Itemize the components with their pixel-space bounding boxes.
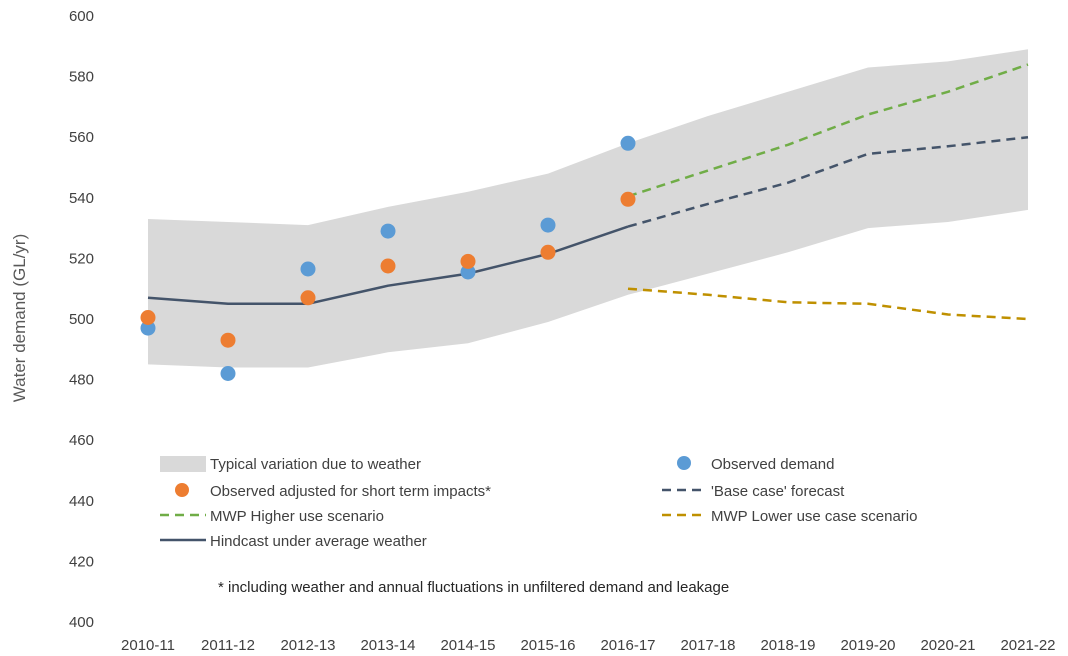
y-axis-title: Water demand (GL/yr) (10, 234, 29, 402)
series-line-mwp-higher-use-scenario (627, 63, 1029, 198)
legend-label-hindcast: Hindcast under average weather (210, 533, 427, 550)
y-tick-label-460: 460 (69, 432, 94, 449)
y-tick-label-520: 520 (69, 250, 94, 267)
point-observed-adjusted-for-short-term-impacts-2011-12 (220, 332, 236, 348)
legend-label-observed: Observed demand (711, 456, 834, 473)
chart-footnote: * including weather and annual fluctuati… (218, 579, 729, 596)
point-observed-demand-2014-15 (460, 264, 476, 280)
point-observed-demand-2010-11 (140, 320, 156, 336)
weather-variation-band-layer (148, 49, 1028, 368)
weather-variation-band (148, 49, 1028, 368)
point-observed-adjusted-for-short-term-impacts-2013-14 (380, 258, 396, 274)
legend-marker-observed (677, 456, 691, 470)
legend-label-base-case: 'Base case' forecast (711, 483, 845, 500)
legend-label-adjusted: Observed adjusted for short term impacts… (210, 483, 491, 500)
point-observed-adjusted-for-short-term-impacts-2016-17 (620, 191, 636, 207)
x-tick-label-2015-16: 2015-16 (520, 637, 575, 654)
series-line-mwp-lower-use-case-scenario (627, 287, 1029, 321)
series-points-layer (140, 135, 636, 381)
point-observed-adjusted-for-short-term-impacts-2010-11 (140, 310, 156, 325)
legend-item-higher: MWP Higher use scenario (160, 508, 384, 525)
legend-label-higher: MWP Higher use scenario (210, 508, 384, 525)
legend-label-band: Typical variation due to weather (210, 456, 421, 473)
legend-item-band: Typical variation due to weather (160, 456, 421, 473)
legend-swatch-band (160, 456, 206, 472)
legend: Typical variation due to weather Observe… (160, 456, 917, 550)
point-observed-adjusted-for-short-term-impacts-2015-16 (540, 244, 556, 260)
x-tick-label-2012-13: 2012-13 (280, 637, 335, 654)
point-observed-demand-2016-17 (620, 135, 636, 151)
y-tick-label-480: 480 (69, 372, 94, 389)
point-observed-demand-2011-12 (220, 366, 236, 381)
point-observed-demand-2012-13 (300, 261, 316, 277)
point-observed-adjusted-for-short-term-impacts-2014-15 (460, 253, 476, 269)
y-tick-label-580: 580 (69, 69, 94, 86)
x-tick-label-2011-12: 2011-12 (201, 637, 255, 654)
x-tick-label-2021-22: 2021-22 (1000, 637, 1055, 654)
y-axis: 400 420 440 460 480 500 520 540 560 580 600 (69, 8, 94, 631)
y-tick-label-440: 440 (69, 493, 94, 510)
legend-marker-adjusted (175, 483, 189, 497)
y-tick-label-420: 420 (69, 553, 94, 570)
y-tick-label-560: 560 (69, 129, 94, 146)
point-observed-demand-2015-16 (540, 217, 556, 233)
x-tick-label-2020-21: 2020-21 (920, 637, 975, 654)
y-tick-label-540: 540 (69, 190, 94, 207)
legend-item-hindcast: Hindcast under average weather (160, 533, 427, 550)
x-tick-label-2016-17: 2016-17 (600, 637, 655, 654)
legend-item-adjusted: Observed adjusted for short term impacts… (175, 483, 491, 500)
y-tick-label-400: 400 (69, 614, 94, 631)
y-tick-label-600: 600 (69, 8, 94, 25)
y-tick-label-500: 500 (69, 311, 94, 328)
x-tick-label-2010-11: 2010-11 (121, 637, 175, 654)
legend-item-lower: MWP Lower use case scenario (662, 508, 917, 525)
x-tick-label-2014-15: 2014-15 (440, 637, 495, 654)
legend-item-observed: Observed demand (677, 456, 834, 473)
x-tick-label-2017-18: 2017-18 (680, 637, 735, 654)
legend-label-lower: MWP Lower use case scenario (711, 508, 917, 525)
x-axis: 2010-11 2011-12 2012-13 2013-14 2014-15 2015-… (121, 637, 1056, 654)
x-tick-label-2018-19: 2018-19 (760, 637, 815, 654)
point-observed-adjusted-for-short-term-impacts-2012-13 (300, 290, 316, 306)
point-observed-demand-2013-14 (380, 223, 396, 239)
legend-item-base-case: 'Base case' forecast (662, 483, 845, 500)
x-tick-label-2019-20: 2019-20 (840, 637, 895, 654)
x-tick-label-2013-14: 2013-14 (360, 637, 415, 654)
